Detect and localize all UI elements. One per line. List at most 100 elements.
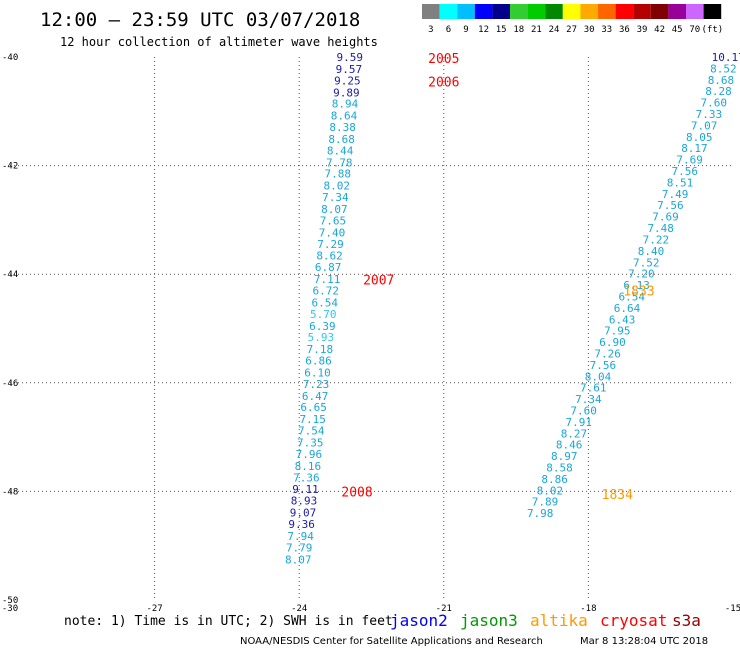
- satellite-legend-entry: altika: [530, 611, 588, 630]
- swh-value-label: 6.65: [300, 401, 327, 414]
- footer-source: NOAA/NESDIS Center for Satellite Applica…: [240, 636, 543, 647]
- swh-value-label: 8.17: [681, 142, 708, 155]
- y-tick-label: -48: [2, 487, 18, 497]
- pass-labels: 2005 2006 2007 2008 1833 1834: [341, 52, 654, 503]
- colorbar-swatch: [422, 4, 440, 19]
- swh-value-label: 8.97: [551, 450, 578, 463]
- pass-number-label: 1833: [623, 284, 654, 299]
- colorbar-label: 36: [619, 25, 630, 35]
- swh-value-label: 7.69: [676, 154, 703, 167]
- colorbar-label: 18: [513, 25, 524, 35]
- y-tick-label: -40: [2, 53, 18, 63]
- swh-value-label: 8.86: [541, 473, 568, 486]
- swh-value-label: 8.02: [324, 180, 351, 193]
- colorbar-swatch: [527, 4, 546, 19]
- swh-value-label: 8.02: [537, 484, 564, 497]
- swh-value-label: 6.10: [304, 366, 331, 379]
- swh-value-label: 8.93: [291, 495, 318, 508]
- swh-value-label: 9.57: [336, 63, 363, 76]
- swh-value-label: 8.04: [585, 370, 612, 383]
- swh-value-label: 8.27: [561, 427, 588, 440]
- x-tick-label: -18: [580, 604, 596, 614]
- colorbar-label: 30: [584, 25, 595, 35]
- colorbar-swatch: [686, 4, 704, 19]
- pass-number-label: 2008: [341, 485, 372, 500]
- colorbar-swatch: [562, 4, 581, 19]
- swh-value-label: 8.28: [705, 85, 732, 98]
- swh-value-label: 6.72: [312, 284, 339, 297]
- swh-value-label: 7.88: [325, 168, 352, 181]
- swh-value-label: 7.15: [299, 413, 326, 426]
- swh-value-label: 7.34: [322, 191, 349, 204]
- colorbar-legend: 3 6 9 12 15 18 21 24 27 30 33 36 39 42 45 70 (ft): [422, 4, 723, 35]
- colorbar-label: 27: [566, 25, 577, 35]
- footer-timestamp: Mar 8 13:28:04 UTC 2018: [580, 636, 708, 647]
- satellite-legend-entry: cryosat: [600, 611, 667, 630]
- swh-value-label: 8.51: [667, 176, 694, 189]
- colorbar-label: 39: [637, 25, 648, 35]
- y-tick-label: -42: [2, 162, 18, 172]
- swh-value-label: 5.70: [310, 308, 337, 321]
- swh-value-label: 8.68: [708, 74, 735, 87]
- swh-value-label: 8.46: [556, 439, 583, 452]
- colorbar-label: 21: [531, 25, 542, 35]
- swh-value-label: 7.49: [662, 188, 689, 201]
- x-tick-label: -24: [291, 604, 307, 614]
- colorbar-label: (ft): [702, 25, 724, 35]
- swh-value-label: 7.60: [570, 404, 597, 417]
- pass-number-label: 2006: [428, 75, 459, 90]
- colorbar-swatch: [474, 4, 493, 19]
- colorbar-label: 15: [496, 25, 507, 35]
- units-note: note: 1) Time is in UTC; 2) SWH is in fe…: [64, 614, 393, 629]
- swh-value-label: 8.16: [295, 460, 322, 473]
- swh-value-label: 7.18: [307, 343, 334, 356]
- chart-title: 12:00 – 23:59 UTC 03/07/2018: [40, 9, 360, 31]
- swh-value-label: 6.39: [309, 320, 336, 333]
- colorbar-swatch: [492, 4, 510, 19]
- swh-value-label: 8.62: [316, 250, 343, 263]
- swh-value-label: 8.52: [710, 62, 737, 75]
- swh-value-label: 7.52: [633, 256, 660, 269]
- colorbar-label: 9: [463, 25, 468, 35]
- swh-value-label: 7.36: [293, 471, 320, 484]
- swh-value-label: 6.54: [619, 290, 646, 303]
- x-tick-label: -27: [146, 604, 162, 614]
- swh-value-label: 7.94: [287, 530, 314, 543]
- swh-value-label: 6.87: [315, 261, 342, 274]
- pass-number-label: 1834: [602, 488, 633, 503]
- grid-lines: [10, 57, 733, 600]
- colorbar-swatch: [545, 4, 563, 19]
- colorbar-label: 33: [601, 25, 612, 35]
- colorbar-swatch: [703, 4, 722, 19]
- chart-subtitle: 12 hour collection of altimeter wave hei…: [60, 35, 378, 49]
- swh-value-label: 7.95: [604, 325, 631, 338]
- swh-value-label: 8.07: [321, 203, 348, 216]
- swh-value-label: 7.96: [296, 448, 323, 461]
- swh-value-label: 7.78: [326, 156, 353, 169]
- colorbar-swatch: [457, 4, 475, 19]
- swh-value-label: 7.35: [297, 437, 324, 450]
- swh-value-label: 8.38: [329, 121, 356, 134]
- y-tick-label: -46: [2, 379, 18, 389]
- swh-value-label: 9.36: [288, 518, 315, 531]
- swh-value-label: 7.11: [314, 273, 341, 286]
- satellite-legend-entry: jason3: [460, 611, 518, 630]
- swh-value-label: 7.79: [286, 541, 313, 554]
- colorbar-label: 70: [689, 25, 700, 35]
- colorbar-label: 12: [478, 25, 489, 35]
- satellite-legend-entry: s3a: [672, 611, 701, 630]
- colorbar-swatch: [580, 4, 598, 19]
- satellite-legend: jason2 jason3 altika cryosat s3a: [390, 611, 701, 630]
- swh-value-label: 9.25: [334, 74, 361, 87]
- y-tick-label: -44: [2, 270, 18, 280]
- colorbar-swatch: [633, 4, 651, 19]
- colorbar-swatch: [668, 4, 686, 19]
- swh-value-label: 7.56: [590, 359, 617, 372]
- swh-value-label: 7.23: [303, 378, 330, 391]
- swh-value-label: 8.40: [638, 245, 665, 258]
- x-tick-label: -30: [2, 604, 18, 614]
- colorbar-swatch: [615, 4, 634, 19]
- swh-value-label: 7.89: [532, 496, 559, 509]
- swh-value-label: 7.56: [672, 165, 699, 178]
- colorbar-label: 45: [672, 25, 683, 35]
